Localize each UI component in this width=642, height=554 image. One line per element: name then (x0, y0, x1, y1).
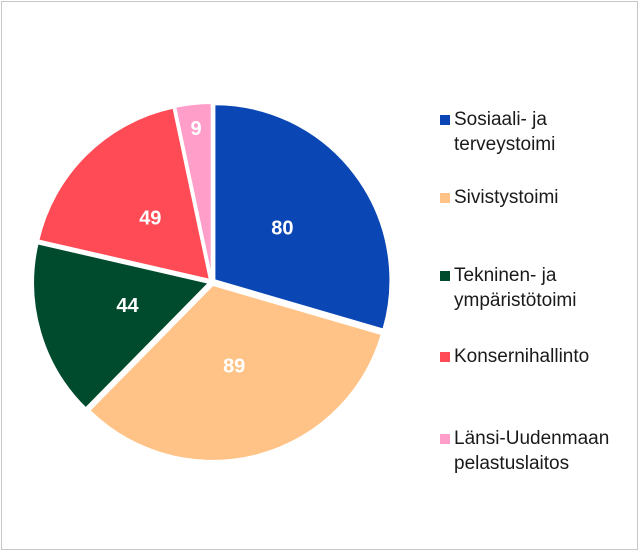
legend-label: Sosiaali- ja terveystoimi (454, 109, 555, 155)
legend-marker (440, 434, 450, 444)
legend-marker (440, 193, 450, 203)
data-label: 89 (223, 355, 245, 377)
pie-slice (37, 106, 212, 282)
data-label: 49 (139, 208, 161, 230)
legend-marker (440, 352, 450, 362)
pie-slice (213, 103, 392, 331)
legend-marker (440, 115, 450, 125)
pie-slice (87, 283, 383, 462)
legend-marker (440, 271, 450, 281)
pie-slice (32, 242, 212, 410)
legend-label: Sivistystoimi (454, 187, 559, 208)
pie-slice (174, 102, 213, 280)
legend-label: Konsernihallinto (454, 346, 589, 367)
legend-label: Länsi-Uudenmaan pelastuslaitos (454, 428, 615, 474)
data-label: 80 (271, 217, 293, 239)
data-label: 44 (116, 295, 139, 317)
data-label: 9 (190, 118, 201, 140)
legend-label: Tekninen- ja ympäristötoimi (454, 265, 576, 311)
